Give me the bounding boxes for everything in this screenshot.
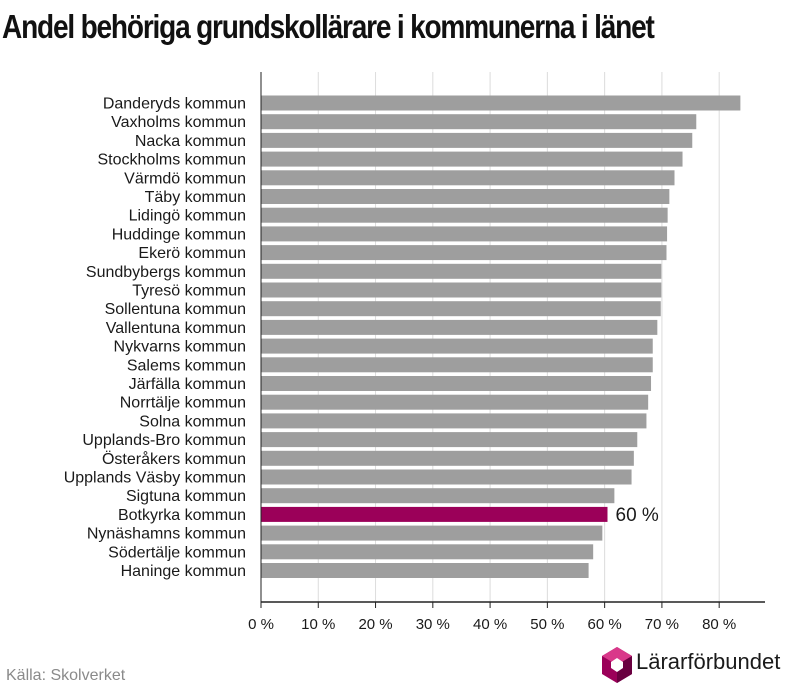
data-label: 60 % xyxy=(616,505,659,526)
bar xyxy=(261,394,649,410)
category-label: Haninge kommun xyxy=(121,563,246,580)
category-label: Upplands-Bro kommun xyxy=(82,432,246,449)
bar-highlighted xyxy=(261,506,608,522)
x-tick-label: 50 % xyxy=(530,616,564,633)
category-label: Lidingö kommun xyxy=(129,208,246,225)
bar xyxy=(261,95,741,111)
category-label: Järfälla kommun xyxy=(129,376,246,393)
category-label: Botkyrka kommun xyxy=(118,507,246,524)
x-tick-label: 70 % xyxy=(645,616,679,633)
category-label: Huddinge kommun xyxy=(112,226,246,243)
category-label: Nykvarns kommun xyxy=(114,339,246,356)
category-label: Täby kommun xyxy=(145,189,246,206)
category-label: Vaxholms kommun xyxy=(111,114,246,131)
category-label: Stockholms kommun xyxy=(98,152,247,169)
hexagon-logo-icon xyxy=(602,647,632,683)
category-label: Sigtuna kommun xyxy=(126,488,246,505)
x-tick-label: 20 % xyxy=(358,616,392,633)
category-label: Värmdö kommun xyxy=(124,170,246,187)
category-label: Upplands Väsby kommun xyxy=(64,470,246,487)
category-label: Ekerö kommun xyxy=(138,245,246,262)
bar xyxy=(261,357,653,373)
x-tick-label: 60 % xyxy=(588,616,622,633)
category-label: Vallentuna kommun xyxy=(106,320,246,337)
source-note: Källa: Skolverket xyxy=(6,667,126,684)
category-label: Österåkers kommun xyxy=(102,450,246,468)
category-label: Solna kommun xyxy=(139,413,246,430)
bar xyxy=(261,170,675,186)
category-label: Sollentuna kommun xyxy=(105,301,246,318)
x-tick-label: 40 % xyxy=(473,616,507,633)
category-label: Nynäshamns kommun xyxy=(87,526,246,543)
bar xyxy=(261,151,683,167)
bar xyxy=(261,338,653,354)
x-tick-label: 30 % xyxy=(416,616,450,633)
bar xyxy=(261,544,594,560)
bar xyxy=(261,563,589,578)
bar xyxy=(261,432,638,448)
bar xyxy=(261,488,615,504)
category-label: Södertälje kommun xyxy=(108,544,246,561)
category-label: Tyresö kommun xyxy=(132,283,246,300)
x-tick-label: 0 % xyxy=(248,616,274,633)
bar xyxy=(261,450,634,466)
bars xyxy=(261,95,741,578)
chart-title: Andel behöriga grundskollärare i kommune… xyxy=(2,8,655,45)
x-axis: 0 % 10 % 20 % 30 % 40 % 50 % 60 % 70 % 80 % xyxy=(248,72,765,633)
bar xyxy=(261,207,668,223)
data-labels: 60 % xyxy=(616,505,659,526)
bar xyxy=(261,282,662,298)
bar xyxy=(261,245,667,261)
bar xyxy=(261,376,652,391)
bar xyxy=(261,263,662,279)
category-label: Danderyds kommun xyxy=(103,96,246,113)
category-label: Norrtälje kommun xyxy=(120,395,246,412)
category-label: Nacka kommun xyxy=(135,133,246,150)
category-label: Salems kommun xyxy=(127,357,246,374)
bar xyxy=(261,469,632,485)
bar xyxy=(261,132,693,148)
category-label: Sundbybergs kommun xyxy=(86,264,246,281)
bar xyxy=(261,525,603,541)
bar xyxy=(261,301,661,317)
x-tick-label: 80 % xyxy=(702,616,736,633)
bar xyxy=(261,413,647,429)
bar xyxy=(261,114,697,130)
x-tick-label: 10 % xyxy=(301,616,335,633)
bar xyxy=(261,226,668,242)
brand-logo: Lärarförbundet xyxy=(600,646,796,684)
logo-text: Lärarförbundet xyxy=(636,649,781,674)
bar xyxy=(261,189,670,204)
bar xyxy=(261,319,658,335)
